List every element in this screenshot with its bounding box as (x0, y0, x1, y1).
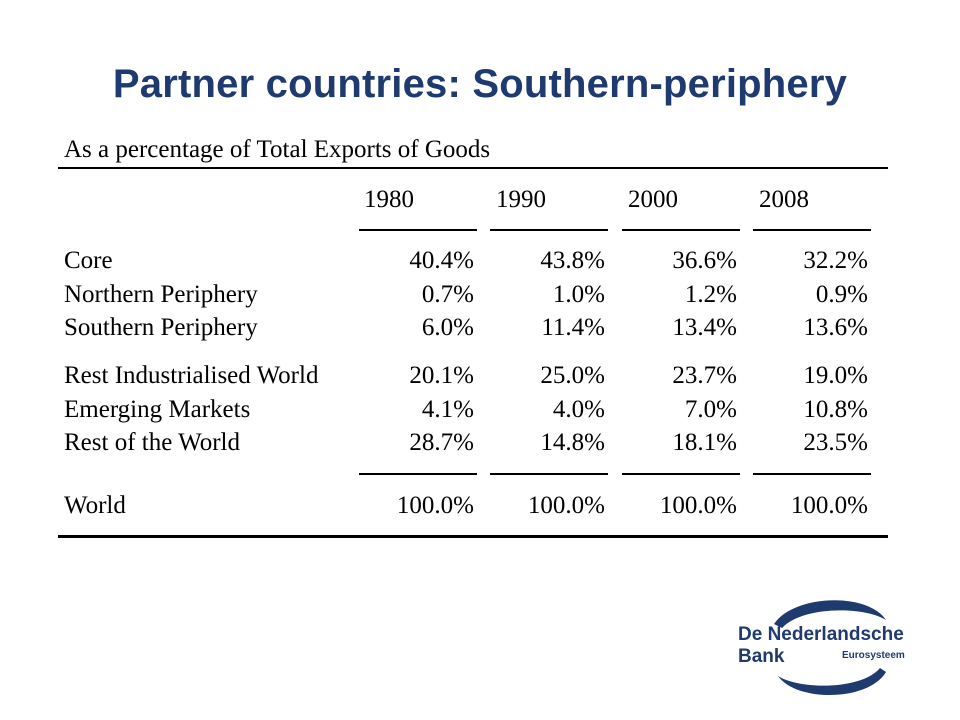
slide-title: Partner countries: Southern-periphery (112, 62, 848, 106)
cell-rest-world-1980: 28.7% (409, 429, 474, 456)
cell-emerging-2008: 10.8% (803, 396, 868, 423)
dnb-logo-emblem (774, 600, 886, 696)
top-rule (58, 167, 888, 169)
cell-rest-ind-1990: 25.0% (540, 362, 605, 389)
cell-world-1980: 100.0% (396, 492, 474, 519)
row-label-southern-periphery: Southern Periphery (64, 314, 258, 341)
header-underline-1990 (490, 229, 608, 231)
cell-world-2008: 100.0% (790, 492, 868, 519)
cell-emerging-1990: 4.0% (552, 396, 605, 423)
cell-rest-ind-1980: 20.1% (409, 362, 474, 389)
cell-southern-1980: 6.0% (421, 314, 474, 341)
cell-rest-world-2000: 18.1% (672, 429, 737, 456)
header-underline-2008 (753, 229, 871, 231)
cell-emerging-2000: 7.0% (684, 396, 737, 423)
cell-world-2000: 100.0% (659, 492, 737, 519)
year-header-2000: 2000 (628, 186, 678, 213)
year-header-1990: 1990 (496, 186, 546, 213)
cell-southern-2008: 13.6% (803, 314, 868, 341)
row-label-core: Core (64, 247, 113, 274)
cell-emerging-1980: 4.1% (421, 396, 474, 423)
cell-northern-1980: 0.7% (421, 281, 474, 308)
year-header-2008: 2008 (759, 186, 809, 213)
total-rule-2000 (622, 473, 740, 475)
cell-rest-world-2008: 23.5% (803, 429, 868, 456)
cell-northern-1990: 1.0% (552, 281, 605, 308)
header-underline-1980 (359, 229, 477, 231)
row-label-rest-industrialised-world: Rest Industrialised World (64, 362, 319, 389)
cell-core-2000: 36.6% (672, 247, 737, 274)
cell-southern-2000: 13.4% (672, 314, 737, 341)
cell-rest-ind-2008: 19.0% (803, 362, 868, 389)
logo-subtitle: Eurosysteem (842, 650, 905, 661)
row-label-northern-periphery: Northern Periphery (64, 281, 258, 308)
cell-core-1980: 40.4% (409, 247, 474, 274)
table-subtitle: As a percentage of Total Exports of Good… (64, 136, 491, 163)
cell-southern-1990: 11.4% (541, 314, 605, 341)
row-label-world: World (64, 492, 126, 519)
cell-rest-ind-2000: 23.7% (672, 362, 737, 389)
logo-wordmark: De Nederlandsche Bank (738, 624, 904, 667)
row-label-emerging-markets: Emerging Markets (64, 396, 251, 423)
header-underline-2000 (622, 229, 740, 231)
year-header-1980: 1980 (364, 186, 414, 213)
cell-core-1990: 43.8% (540, 247, 605, 274)
total-rule-2008 (753, 473, 871, 475)
row-label-rest-of-the-world: Rest of the World (64, 429, 240, 456)
cell-northern-2000: 1.2% (684, 281, 737, 308)
total-rule-1980 (359, 473, 477, 475)
cell-rest-world-1990: 14.8% (540, 429, 605, 456)
cell-world-1990: 100.0% (527, 492, 605, 519)
cell-core-2008: 32.2% (803, 247, 868, 274)
total-rule-1990 (490, 473, 608, 475)
cell-northern-2008: 0.9% (815, 281, 868, 308)
bottom-rule (58, 535, 888, 538)
